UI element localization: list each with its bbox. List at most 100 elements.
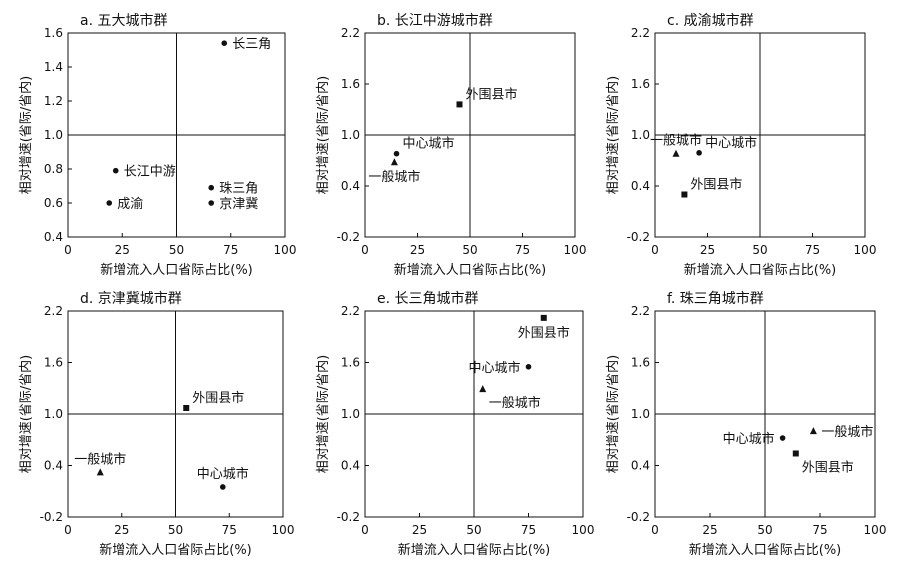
x-tick-label: 25	[410, 243, 425, 257]
data-point-square	[792, 450, 799, 457]
data-point-label: 京津冀	[219, 196, 258, 212]
data-point-label: 一般城市	[368, 169, 420, 185]
y-tick-label: 1.6	[341, 77, 360, 91]
y-tick-label: 2.2	[341, 304, 360, 318]
data-point-label: 外围县市	[466, 86, 518, 102]
data-point-triangle	[390, 158, 398, 166]
chart-panel-6: 0 25 50 75 100 -0.2 0.4 1.0 1.6 2.2 f. 珠三角城市群新增流入人…	[605, 290, 886, 558]
data-point-label: 中心城市	[403, 136, 455, 152]
x-axis-label: 新增流入人口省际占比(%)	[394, 262, 547, 278]
y-tick-label: 0.4	[341, 179, 360, 193]
x-tick-label: 0	[651, 523, 659, 537]
panel-title: c. 成渝城市群	[667, 12, 754, 29]
x-tick-label: 25	[700, 243, 715, 257]
y-tick-label: 1.2	[44, 94, 63, 108]
data-point-square	[540, 314, 547, 321]
data-point-circle	[220, 484, 226, 490]
y-tick-label: -0.2	[337, 510, 360, 524]
data-point-square	[681, 191, 688, 198]
y-tick-label: 1.0	[631, 407, 650, 421]
data-point-circle	[208, 184, 215, 191]
x-axis-label: 新增流入人口省际占比(%)	[100, 262, 253, 278]
x-tick-label: 100	[572, 523, 595, 537]
data-point-label: 外围县市	[192, 390, 244, 406]
data-point-label: 成渝	[117, 196, 143, 212]
x-tick-label: 75	[521, 523, 536, 537]
y-tick-label: 1.6	[341, 356, 360, 370]
x-tick-label: 0	[64, 523, 72, 537]
chart-panel-4: 0 25 50 75 100 -0.2 0.4 1.0 1.6 2.2 d. 京津冀城市群新增流入人…	[18, 290, 294, 558]
x-tick-label: 25	[412, 523, 427, 537]
y-tick-label: 0.8	[44, 162, 63, 176]
y-tick-label: 1.6	[631, 356, 650, 370]
data-point-triangle	[809, 427, 817, 435]
data-point-circle	[696, 150, 702, 156]
data-point-circle	[208, 200, 215, 206]
data-point-circle	[779, 435, 786, 441]
x-tick-label: 75	[515, 243, 530, 257]
x-axis-label: 新增流入人口省际占比(%)	[684, 262, 837, 278]
y-tick-label: 2.2	[44, 304, 63, 318]
data-point-square	[456, 101, 463, 108]
x-tick-label: 75	[805, 243, 820, 257]
panel-title: a. 五大城市群	[80, 12, 167, 29]
y-tick-label: 1.0	[44, 128, 63, 142]
x-tick-label: 0	[64, 243, 72, 257]
y-tick-label: -0.2	[40, 510, 63, 524]
x-tick-label: 100	[854, 243, 877, 257]
x-tick-label: 25	[114, 523, 129, 537]
data-point-label: 外围县市	[802, 459, 854, 475]
data-point-label: 中心城市	[197, 466, 249, 482]
x-tick-label: 25	[115, 243, 130, 257]
x-tick-label: 50	[466, 523, 481, 537]
y-axis-label: 相对增速(省际/省内)	[315, 355, 331, 474]
x-tick-label: 50	[168, 523, 183, 537]
data-point-triangle	[479, 385, 487, 393]
data-point-circle	[106, 200, 113, 206]
x-tick-label: 75	[223, 243, 238, 257]
data-point-label: 长三角	[232, 37, 271, 52]
y-tick-label: 1.6	[44, 26, 63, 40]
x-tick-label: 100	[272, 523, 295, 537]
chart-panel-1: 0 25 50 75 100 0.4 0.6 0.8 1.0 1.2 1.4 1.6 a. 五大城市群新…	[18, 12, 296, 278]
y-tick-label: 1.6	[44, 356, 63, 370]
data-point-label: 外围县市	[690, 177, 742, 193]
y-tick-label: 0.4	[341, 459, 360, 473]
y-axis-label: 相对增速(省际/省内)	[18, 355, 34, 474]
x-axis-label: 新增流入人口省际占比(%)	[99, 542, 252, 558]
data-point-circle	[393, 150, 400, 157]
data-point-label: 长江中游	[124, 165, 176, 180]
y-tick-label: 2.2	[341, 26, 360, 40]
y-tick-label: 1.0	[631, 128, 650, 142]
x-tick-label: 50	[462, 243, 477, 257]
y-tick-label: -0.2	[627, 510, 650, 524]
data-point-label: 外围县市	[518, 325, 570, 341]
x-tick-label: 75	[222, 523, 237, 537]
data-point-label: 一般城市	[489, 395, 541, 411]
x-tick-label: 50	[757, 523, 772, 537]
x-axis-label: 新增流入人口省际占比(%)	[689, 542, 842, 558]
x-tick-label: 25	[702, 523, 717, 537]
data-point-triangle	[96, 468, 104, 476]
data-point-triangle	[672, 149, 680, 157]
y-tick-label: 1.4	[44, 60, 63, 74]
y-tick-label: 1.6	[631, 77, 650, 91]
y-tick-label: 0.6	[44, 196, 63, 210]
y-axis-label: 相对增速(省际/省内)	[315, 76, 331, 195]
data-point-label: 中心城市	[723, 431, 775, 447]
data-point-label: 一般城市	[650, 133, 702, 149]
y-tick-label: 2.2	[631, 304, 650, 318]
y-tick-label: 0.4	[631, 179, 650, 193]
y-axis-label: 相对增速(省际/省内)	[605, 76, 621, 195]
y-tick-label: 1.0	[341, 128, 360, 142]
data-point-label: 珠三角	[219, 182, 258, 197]
data-point-label: 一般城市	[74, 451, 126, 467]
x-tick-label: 100	[564, 243, 587, 257]
data-point-circle	[112, 167, 119, 174]
y-tick-label: 2.2	[631, 26, 650, 40]
panel-title: e. 长三角城市群	[377, 290, 479, 307]
y-tick-label: 1.0	[44, 407, 63, 421]
chart-panel-3: 0 25 50 75 100 -0.2 0.4 1.0 1.6 2.2 c. 成渝城市群新增流入人口…	[605, 12, 876, 278]
x-tick-label: 0	[651, 243, 659, 257]
x-tick-label: 0	[361, 523, 369, 537]
